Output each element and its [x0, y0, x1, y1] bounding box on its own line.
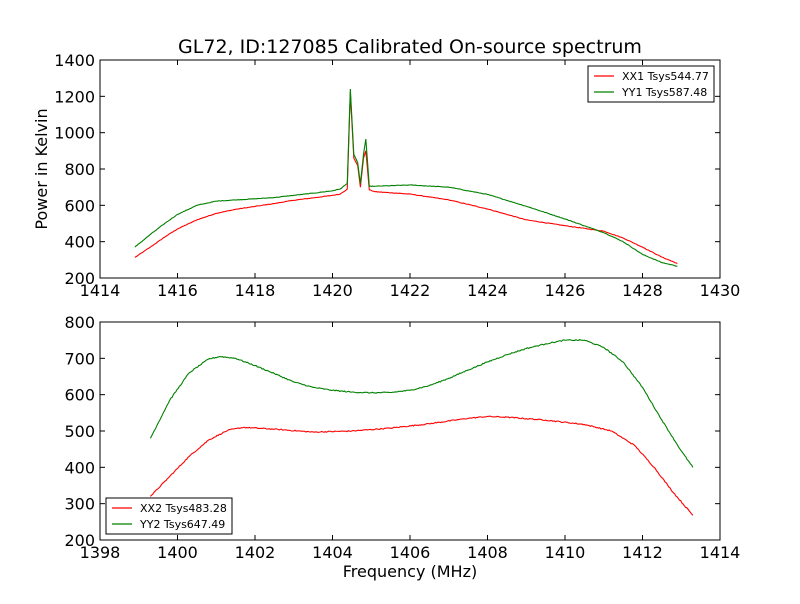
top-y-tick-label: 1200 — [54, 87, 95, 106]
top-x-tick-label: 1424 — [467, 281, 508, 300]
top-x-tick-label: 1430 — [700, 281, 741, 300]
bottom-panel: Frequency (MHz) 1398 1400 1402 1404 1406 1408… — [64, 313, 740, 581]
bottom-x-tick-label: 1410 — [545, 543, 586, 562]
top-y-tick-label: 800 — [64, 160, 95, 179]
bottom-y-tick-label: 200 — [64, 531, 95, 550]
top-series-group — [134, 89, 678, 267]
bottom-series-1-line — [149, 415, 694, 516]
top-y-tick-label: 400 — [64, 233, 95, 252]
bottom-y-tick-label: 700 — [64, 349, 95, 368]
bottom-x-tick-label: 1400 — [157, 543, 198, 562]
bottom-axes: 1398 1400 1402 1404 1406 1408 1410 1412 1414 200 3… — [64, 313, 740, 562]
top-x-tick-label: 1420 — [312, 281, 353, 300]
top-x-tick-label: 1416 — [157, 281, 198, 300]
chart-title: GL72, ID:127085 Calibrated On-source spe… — [178, 36, 642, 58]
top-axes: 1414 1416 1418 1420 1422 1424 1426 1428 1430 200 4… — [54, 51, 740, 300]
bottom-y-tick-label: 800 — [64, 313, 95, 332]
bottom-series-2-line — [149, 339, 694, 468]
top-legend-label-1: XX1 Tsys544.77 — [622, 70, 709, 83]
top-y-tick-label: 600 — [64, 196, 95, 215]
x-axis-label-bottom: Frequency (MHz) — [343, 562, 477, 581]
top-x-tick-label: 1426 — [545, 281, 586, 300]
top-y-tick-label: 1400 — [54, 51, 95, 70]
bottom-x-tick-label: 1412 — [622, 543, 663, 562]
bottom-legend: XX2 Tsys483.28 YY2 Tsys647.49 — [105, 497, 233, 535]
top-legend-label-2: YY1 Tsys587.48 — [621, 86, 707, 99]
bottom-legend-label-1: XX2 Tsys483.28 — [140, 502, 227, 515]
bottom-y-tick-label: 300 — [64, 495, 95, 514]
bottom-x-tick-label: 1398 — [80, 543, 121, 562]
bottom-y-tick-label: 400 — [64, 458, 95, 477]
bottom-legend-box — [105, 497, 233, 535]
bottom-y-tick-label: 600 — [64, 386, 95, 405]
bottom-series-group — [149, 339, 694, 516]
top-x-tick-label: 1428 — [622, 281, 663, 300]
top-legend: XX1 Tsys544.77 YY1 Tsys587.48 — [587, 65, 715, 103]
y-axis-label-top: Power in Kelvin — [32, 108, 51, 229]
bottom-legend-label-2: YY2 Tsys647.49 — [139, 518, 225, 531]
bottom-x-tick-label: 1402 — [235, 543, 276, 562]
top-y-tick-label: 1000 — [54, 124, 95, 143]
bottom-y-tick-label: 500 — [64, 422, 95, 441]
top-x-tick-label: 1418 — [235, 281, 276, 300]
top-legend-box — [587, 65, 715, 103]
top-series-2-line — [134, 89, 678, 267]
top-x-tick-label: 1422 — [390, 281, 431, 300]
bottom-x-tick-label: 1414 — [700, 543, 741, 562]
bottom-x-tick-label: 1404 — [312, 543, 353, 562]
top-x-tick-label: 1414 — [80, 281, 121, 300]
bottom-x-tick-label: 1408 — [467, 543, 508, 562]
top-series-1-line — [134, 92, 678, 264]
top-panel: Power in Kelvin 1414 1416 1418 1420 1422 1424… — [32, 51, 740, 300]
bottom-x-tick-label: 1406 — [390, 543, 431, 562]
top-y-tick-label: 200 — [64, 269, 95, 288]
